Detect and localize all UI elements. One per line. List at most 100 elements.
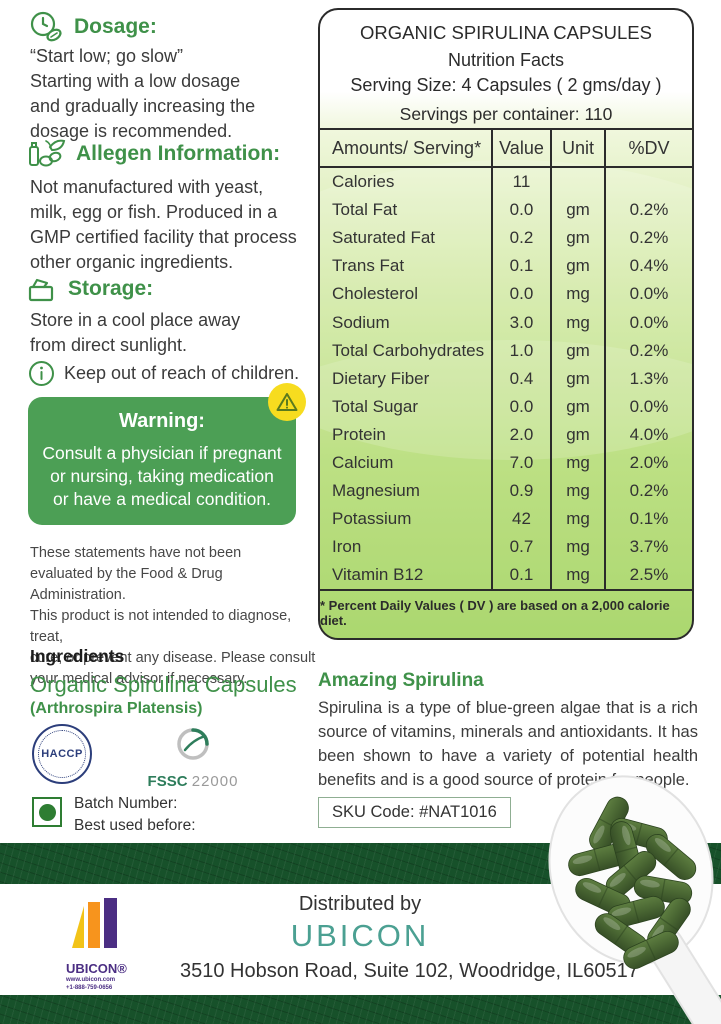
nutrient-dv: 0.1% bbox=[629, 509, 669, 529]
fssc-swirl-icon bbox=[177, 728, 209, 760]
nutrient-dv: 0.2% bbox=[629, 481, 669, 501]
nutrient-unit: gm bbox=[552, 420, 606, 449]
batch-info: Batch Number: Best used before: bbox=[74, 793, 196, 837]
nutrient-dv: 0.2% bbox=[629, 340, 669, 360]
table-row: Protein 2.0 gm 4.0% bbox=[320, 420, 692, 449]
nutrient-unit: mg bbox=[552, 477, 606, 506]
table-row: Cholesterol 0.0 mg 0.0% bbox=[320, 280, 692, 309]
table-row: Vitamin B12 0.1 mg 2.5% bbox=[320, 561, 692, 590]
company-address: 3510 Hobson Road, Suite 102, Woodridge, … bbox=[180, 960, 639, 982]
nutrient-value: 0.4 bbox=[493, 364, 552, 393]
nutrient-name: Iron bbox=[320, 533, 493, 562]
clock-pill-icon bbox=[26, 8, 66, 46]
dosage-text: “Start low; go slow” Starting with a low … bbox=[30, 46, 256, 141]
capsules-spoon-image bbox=[531, 772, 721, 1024]
best-used-label: Best used before: bbox=[74, 817, 196, 834]
nutrition-table-footnote: * Percent Daily Values ( DV ) are based … bbox=[320, 589, 692, 635]
nutrient-value: 11 bbox=[493, 168, 552, 197]
fssc-logo: FSSC 22000 bbox=[138, 726, 248, 790]
table-row: Sodium 3.0 mg 0.0% bbox=[320, 308, 692, 337]
nutrient-name: Potassium bbox=[320, 505, 493, 534]
nutrient-name: Saturated Fat bbox=[320, 224, 493, 253]
nutrient-name: Calories bbox=[320, 168, 493, 197]
panel-serving-size: Serving Size: 4 Capsules ( 2 gms/day ) bbox=[350, 75, 662, 95]
fssc-label: FSSC bbox=[147, 773, 188, 790]
col-header-unit: Unit bbox=[552, 130, 606, 166]
nutrient-value: 1.0 bbox=[493, 336, 552, 365]
nutrient-value: 0.0 bbox=[493, 392, 552, 421]
nutrient-unit: gm bbox=[552, 364, 606, 393]
panel-nutrition-facts: Nutrition Facts bbox=[447, 50, 565, 70]
nutrient-value: 0.0 bbox=[493, 280, 552, 309]
nutrient-name: Protein bbox=[320, 420, 493, 449]
ubicon-logo: UBICON® www.ubicon.com +1-888-759-0656 bbox=[66, 896, 176, 992]
keep-out-row: Keep out of reach of children. bbox=[28, 360, 299, 387]
nutrient-value: 42 bbox=[493, 505, 552, 534]
panel-product-title: ORGANIC SPIRULINA CAPSULES bbox=[360, 22, 652, 43]
table-row: Magnesium 0.9 mg 0.2% bbox=[320, 477, 692, 506]
nutrient-dv: 0.2% bbox=[629, 200, 669, 220]
storage-box-icon bbox=[26, 274, 60, 304]
allergen-title: Allegen Information: bbox=[76, 142, 281, 165]
nutrient-dv: 1.3% bbox=[629, 368, 669, 388]
batch-number-label: Batch Number: bbox=[74, 795, 178, 812]
nutrient-dv: 2.5% bbox=[629, 565, 669, 585]
nutrient-dv: 0.0% bbox=[629, 312, 669, 332]
warning-text: Consult a physician if pregnant or nursi… bbox=[42, 443, 282, 509]
nutrient-value: 7.0 bbox=[493, 448, 552, 478]
table-row: Trans Fat 0.1 gm 0.4% bbox=[320, 252, 692, 281]
nutrient-name: Total Carbohydrates bbox=[320, 336, 493, 365]
table-row: Dietary Fiber 0.4 gm 1.3% bbox=[320, 364, 692, 393]
nutrient-name: Vitamin B12 bbox=[320, 561, 493, 590]
table-row: Saturated Fat 0.2 gm 0.2% bbox=[320, 224, 692, 253]
ubicon-logo-website: www.ubicon.com bbox=[66, 977, 116, 983]
veg-mark-icon bbox=[32, 797, 62, 827]
latin-name: (Arthrospira Platensis) bbox=[30, 700, 203, 717]
nutrient-unit: gm bbox=[552, 252, 606, 281]
nutrient-unit: mg bbox=[552, 505, 606, 534]
nutrient-unit: gm bbox=[552, 196, 606, 225]
nutrient-unit: mg bbox=[552, 533, 606, 562]
haccp-badge: HACCP bbox=[32, 724, 92, 784]
keep-out-text: Keep out of reach of children. bbox=[64, 363, 300, 383]
nutrient-unit: mg bbox=[552, 308, 606, 337]
nutrient-name: Magnesium bbox=[320, 477, 493, 506]
nutrient-name: Dietary Fiber bbox=[320, 364, 493, 393]
nutrient-unit bbox=[552, 168, 606, 197]
nutrient-unit: mg bbox=[552, 448, 606, 478]
nutrient-name: Cholesterol bbox=[320, 280, 493, 309]
ingredients-label: Ingredients bbox=[30, 646, 125, 666]
col-header-dv: %DV bbox=[628, 137, 670, 158]
warning-title: Warning: bbox=[119, 410, 205, 432]
storage-text: Store in a cool place away from direct su… bbox=[30, 310, 241, 355]
nutrient-unit: mg bbox=[552, 561, 606, 590]
ubicon-logo-bars-icon bbox=[72, 898, 117, 948]
table-row: Total Carbohydrates 1.0 gm 0.2% bbox=[320, 336, 692, 365]
nutrient-value: 0.7 bbox=[493, 533, 552, 562]
nutrient-value: 3.0 bbox=[493, 308, 552, 337]
table-row: Potassium 42 mg 0.1% bbox=[320, 505, 692, 534]
nutrient-dv: 0.0% bbox=[629, 284, 669, 304]
allergen-text: Not manufactured with yeast, milk, egg or… bbox=[30, 177, 297, 272]
nutrient-unit: gm bbox=[552, 224, 606, 253]
ubicon-logo-name: UBICON® bbox=[66, 961, 127, 976]
nutrient-dv: 3.7% bbox=[629, 537, 669, 557]
nutrient-dv: 0.0% bbox=[629, 396, 669, 416]
table-row: Calories 11 bbox=[320, 168, 692, 197]
distributor-block: Distributed by UBICON 3510 Hobson Road, … bbox=[180, 893, 639, 983]
nutrient-value: 2.0 bbox=[493, 420, 552, 449]
ubicon-logo-phone: +1-888-759-0656 bbox=[66, 985, 113, 991]
nutrient-value: 0.1 bbox=[493, 252, 552, 281]
nutrient-value: 0.1 bbox=[493, 561, 552, 590]
col-header-value: Value bbox=[493, 130, 552, 166]
product-name: Organic Spirulina Capsules bbox=[30, 672, 297, 697]
nutrient-dv bbox=[606, 168, 692, 196]
sku-code-box: SKU Code: #NAT1016 bbox=[318, 797, 511, 828]
nutrient-dv: 0.4% bbox=[629, 256, 669, 276]
nutrition-table-body: Calories 11 Total Fat 0.0 gm 0.2% Satura… bbox=[320, 168, 692, 590]
nutrient-unit: gm bbox=[552, 392, 606, 421]
nutrient-dv: 0.2% bbox=[629, 228, 669, 248]
storage-section-header: Storage: bbox=[26, 274, 153, 304]
nutrient-dv: 4.0% bbox=[629, 424, 669, 444]
fda-disclaimer: These statements have not been evaluated … bbox=[30, 545, 316, 687]
